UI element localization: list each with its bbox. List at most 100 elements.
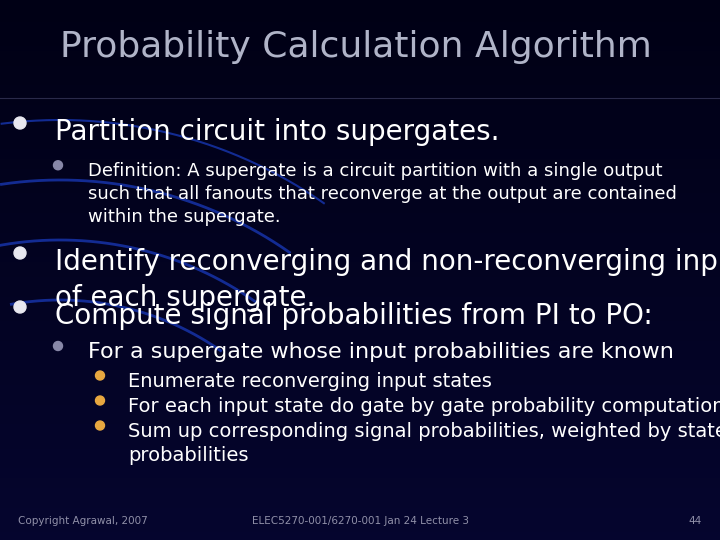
Bar <box>0 38 720 44</box>
Bar <box>0 146 720 152</box>
Bar <box>0 303 720 309</box>
Bar <box>0 249 720 255</box>
Circle shape <box>96 421 104 430</box>
Text: For a supergate whose input probabilities are known: For a supergate whose input probabilitie… <box>88 342 674 362</box>
Bar <box>0 63 720 69</box>
Bar <box>0 97 720 103</box>
Bar <box>0 141 720 147</box>
Bar <box>0 313 720 319</box>
Bar <box>0 254 720 260</box>
Bar <box>0 299 720 305</box>
Bar <box>0 461 720 467</box>
Bar <box>0 500 720 505</box>
Bar <box>0 426 720 432</box>
Bar <box>0 416 720 422</box>
Bar <box>0 465 720 471</box>
Bar <box>0 279 720 285</box>
Bar <box>0 353 720 359</box>
Bar <box>0 333 720 339</box>
Bar <box>0 43 720 49</box>
Bar <box>0 186 720 192</box>
Text: Compute signal probabilities from PI to PO:: Compute signal probabilities from PI to … <box>55 302 653 330</box>
Bar <box>0 343 720 348</box>
Bar <box>0 171 720 177</box>
Bar <box>0 436 720 442</box>
Text: Copyright Agrawal, 2007: Copyright Agrawal, 2007 <box>18 516 148 526</box>
Bar <box>0 122 720 127</box>
Bar <box>0 225 720 231</box>
Bar <box>0 151 720 157</box>
Bar <box>0 505 720 510</box>
Bar <box>0 259 720 265</box>
Bar <box>0 529 720 535</box>
Bar <box>0 515 720 521</box>
Bar <box>0 29 720 35</box>
Bar <box>0 220 720 226</box>
Bar <box>0 9 720 15</box>
Circle shape <box>96 396 104 405</box>
Bar <box>0 68 720 73</box>
Text: Sum up corresponding signal probabilities, weighted by state
probabilities: Sum up corresponding signal probabilitie… <box>128 422 720 465</box>
Bar <box>0 48 720 54</box>
Bar <box>0 318 720 324</box>
Bar <box>0 338 720 343</box>
Text: ELEC5270-001/6270-001 Jan 24 Lecture 3: ELEC5270-001/6270-001 Jan 24 Lecture 3 <box>251 516 469 526</box>
Bar <box>0 485 720 491</box>
Bar <box>0 245 720 251</box>
Bar <box>0 348 720 354</box>
Bar <box>0 284 720 289</box>
Text: Partition circuit into supergates.: Partition circuit into supergates. <box>55 118 500 146</box>
Bar <box>0 112 720 118</box>
Bar <box>0 205 720 211</box>
Circle shape <box>96 371 104 380</box>
Bar <box>0 117 720 123</box>
Bar <box>0 402 720 408</box>
Bar <box>0 446 720 451</box>
Bar <box>0 127 720 132</box>
Bar <box>0 137 720 143</box>
Circle shape <box>14 117 26 129</box>
Bar <box>0 14 720 19</box>
Bar <box>0 132 720 138</box>
Bar <box>0 357 720 363</box>
Bar <box>0 367 720 373</box>
Text: Enumerate reconverging input states: Enumerate reconverging input states <box>128 372 492 391</box>
Bar <box>0 24 720 30</box>
Bar <box>0 181 720 186</box>
Bar <box>0 289 720 294</box>
Bar <box>0 19 720 24</box>
Bar <box>0 490 720 496</box>
Circle shape <box>53 161 63 170</box>
Bar <box>0 456 720 462</box>
Bar <box>0 58 720 64</box>
Circle shape <box>14 247 26 259</box>
Bar <box>0 519 720 525</box>
Bar <box>0 411 720 417</box>
Bar <box>0 78 720 84</box>
Bar <box>0 235 720 240</box>
Bar <box>0 33 720 39</box>
Bar <box>0 92 720 98</box>
Bar <box>0 392 720 397</box>
Text: Definition: A supergate is a circuit partition with a single output
such that al: Definition: A supergate is a circuit par… <box>88 162 677 226</box>
Bar <box>0 166 720 172</box>
Bar <box>0 269 720 275</box>
Bar <box>0 176 720 181</box>
Bar <box>0 4 720 10</box>
Bar <box>0 200 720 206</box>
Circle shape <box>14 301 26 313</box>
Bar <box>0 294 720 300</box>
Bar <box>0 83 720 89</box>
Bar <box>0 372 720 378</box>
Bar <box>0 480 720 486</box>
Bar <box>0 323 720 329</box>
Bar <box>0 421 720 427</box>
Bar <box>0 308 720 314</box>
Bar <box>0 451 720 456</box>
Bar <box>0 475 720 481</box>
Bar <box>0 156 720 162</box>
Bar <box>0 431 720 437</box>
Bar <box>0 495 720 501</box>
Bar <box>0 534 720 540</box>
Bar <box>0 215 720 221</box>
